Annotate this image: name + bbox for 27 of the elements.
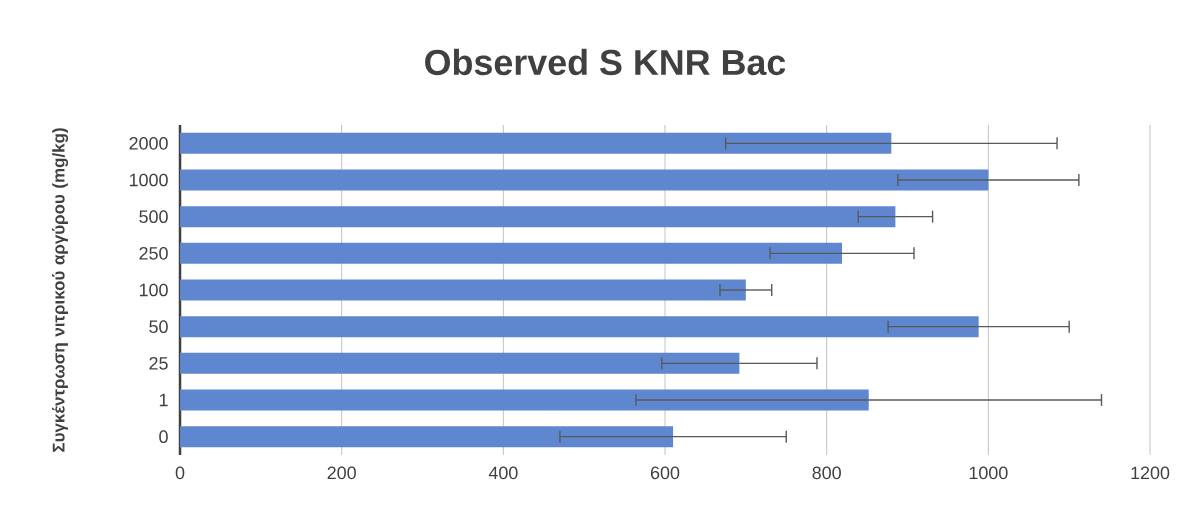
bar	[180, 169, 989, 191]
bar	[180, 206, 896, 228]
x-tick-label: 200	[327, 466, 356, 480]
bar	[180, 279, 746, 301]
chart-title: Observed S KNR Bac	[425, 48, 786, 76]
y-tick-label: 50	[149, 320, 168, 334]
y-tick-label: 1000	[129, 173, 168, 187]
bar	[180, 132, 892, 154]
x-tick-label: 0	[175, 466, 185, 480]
x-tick-label: 600	[650, 466, 680, 480]
bar	[180, 426, 674, 448]
y-axis-title: Συγκέντρωση νιτρικού αργύρου (mg/kg)	[51, 128, 69, 452]
y-tick-label: 1	[159, 393, 168, 407]
y-tick-label: 2000	[129, 136, 168, 150]
y-tick-label: 0	[159, 430, 168, 443]
bar	[180, 316, 979, 338]
bar	[180, 389, 869, 411]
bar	[180, 242, 843, 264]
bar	[180, 352, 740, 374]
x-tick-label: 1000	[969, 466, 1008, 480]
x-tick-label: 1200	[1131, 466, 1170, 480]
x-tick-label: 800	[812, 466, 841, 480]
y-tick-label: 25	[149, 356, 168, 370]
y-tick-label: 500	[139, 210, 168, 224]
x-tick-label: 400	[488, 466, 518, 480]
y-tick-label: 100	[139, 283, 168, 297]
y-tick-label: 250	[139, 246, 168, 260]
